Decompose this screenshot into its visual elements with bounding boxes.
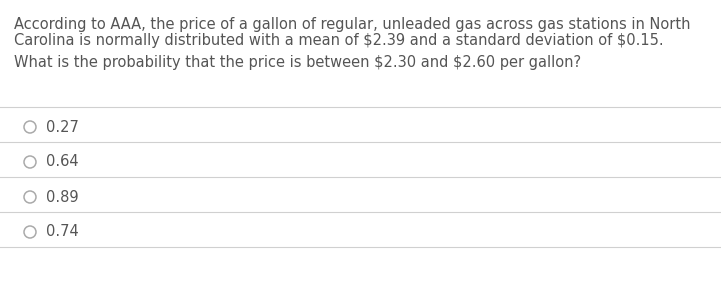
- Text: What is the probability that the price is between \$2.30 and \$2.60 per gallon?: What is the probability that the price i…: [14, 55, 581, 70]
- Text: According to AAA, the price of a gallon of regular, unleaded gas across gas stat: According to AAA, the price of a gallon …: [14, 17, 691, 32]
- Text: 0.64: 0.64: [46, 154, 79, 170]
- Text: Carolina is normally distributed with a mean of \$2.39 and a standard deviation : Carolina is normally distributed with a …: [14, 33, 663, 48]
- Text: 0.74: 0.74: [46, 225, 79, 239]
- Text: 0.89: 0.89: [46, 190, 79, 205]
- Text: 0.27: 0.27: [46, 119, 79, 135]
